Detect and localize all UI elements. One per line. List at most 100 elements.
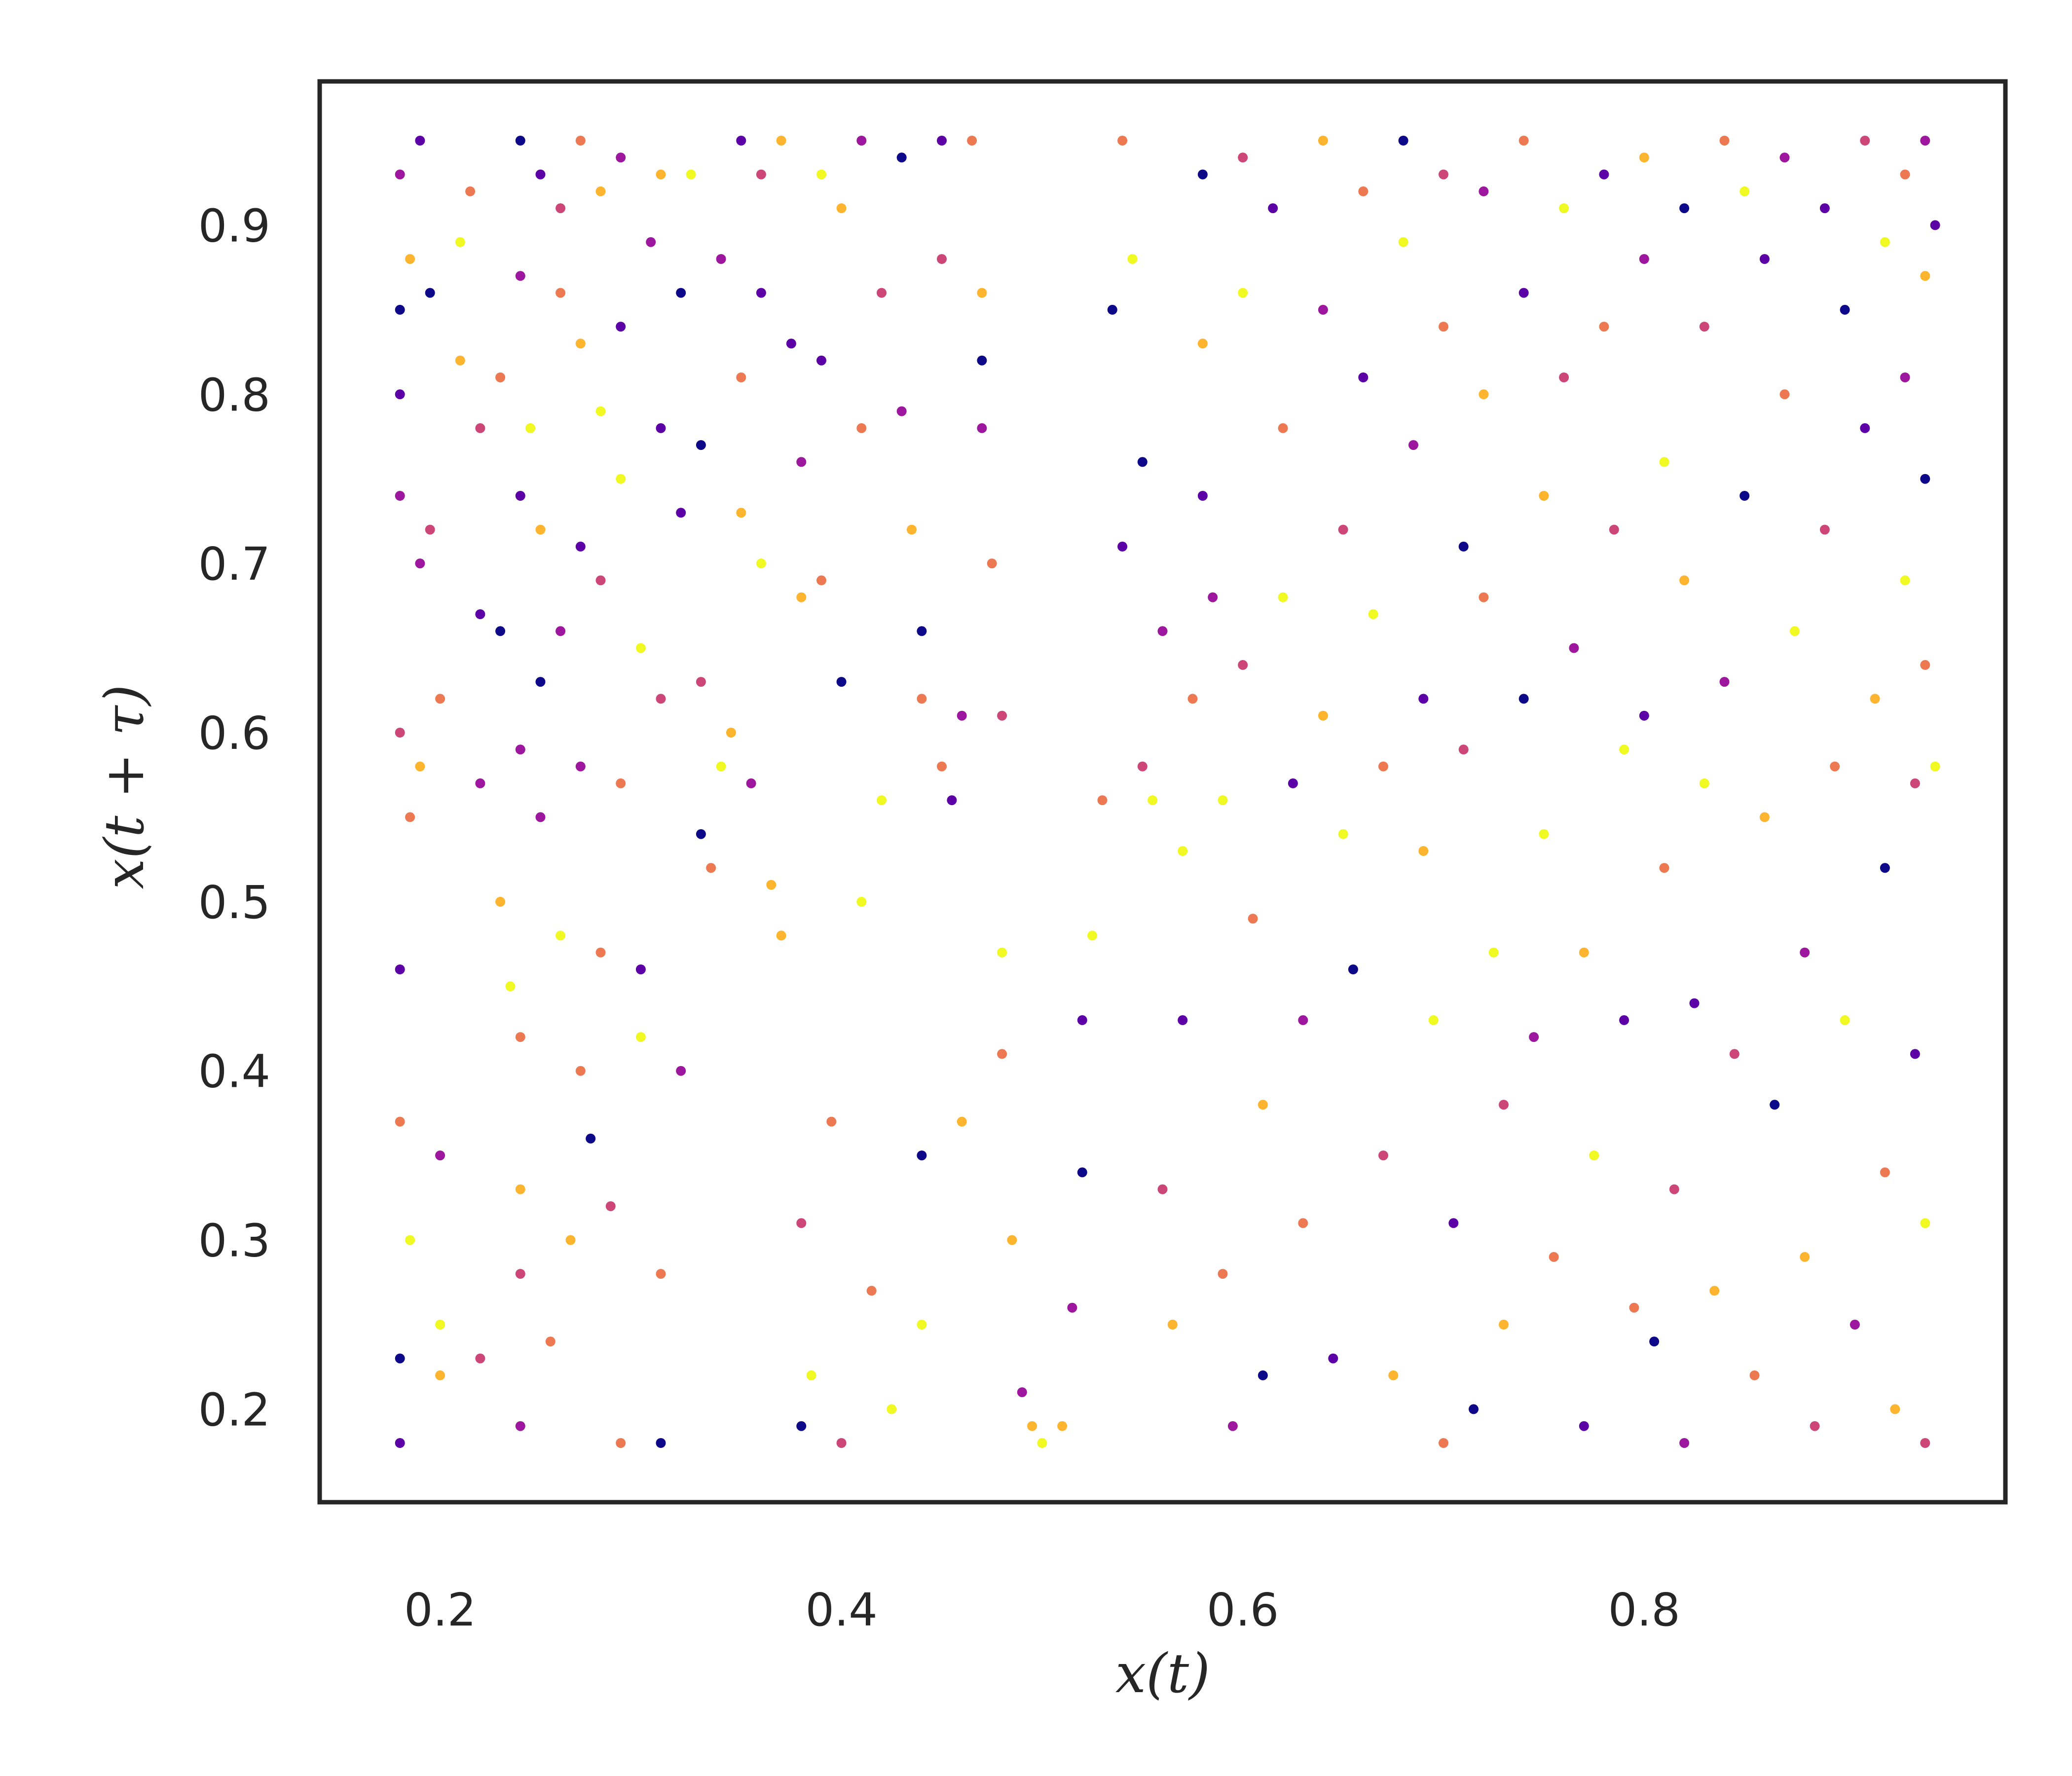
scatter-point <box>1930 761 1940 772</box>
scatter-point <box>595 947 606 958</box>
scatter-point <box>1157 626 1168 636</box>
scatter-point <box>1779 389 1790 400</box>
scatter-point <box>1860 136 1870 146</box>
scatter-point <box>1639 710 1649 721</box>
scatter-point <box>957 1116 967 1127</box>
scatter-point <box>776 136 786 146</box>
scatter-point <box>1458 541 1469 552</box>
scatter-point <box>1870 694 1880 704</box>
scatter-point <box>525 423 536 433</box>
scatter-point <box>1689 998 1700 1008</box>
scatter-point <box>1278 423 1288 433</box>
scatter-point <box>435 1320 445 1330</box>
scatter-point <box>1027 1421 1037 1431</box>
scatter-point <box>1298 1218 1308 1228</box>
x-tick-label: 0.8 <box>1608 1584 1680 1636</box>
scatter-point <box>836 677 847 687</box>
scatter-point <box>1268 203 1278 214</box>
x-tick-label: 0.6 <box>1207 1584 1279 1636</box>
scatter-point <box>696 829 706 839</box>
scatter-point <box>1819 203 1830 214</box>
scatter-point <box>1157 1184 1168 1194</box>
scatter-point <box>435 694 445 704</box>
scatter-point <box>1418 694 1429 704</box>
scatter-point <box>856 896 867 907</box>
scatter-point <box>656 694 666 704</box>
scatter-point <box>1679 203 1690 214</box>
scatter-point <box>937 254 947 264</box>
scatter-point <box>1619 1015 1629 1025</box>
scatter-point <box>1178 1015 1188 1025</box>
scatter-point <box>616 778 626 788</box>
scatter-point <box>1900 169 1910 180</box>
scatter-point <box>475 1353 485 1364</box>
scatter-point <box>706 863 716 873</box>
scatter-point <box>977 288 987 298</box>
scatter-point <box>1559 372 1569 382</box>
scatter-point <box>967 136 977 146</box>
scatter-point <box>1800 947 1810 958</box>
scatter-point <box>917 694 927 704</box>
scatter-point <box>1117 541 1128 552</box>
scatter-point <box>1719 136 1730 146</box>
scatter-point <box>1238 288 1248 298</box>
scatter-point <box>1559 203 1569 214</box>
scatter-point <box>1388 1370 1399 1380</box>
scatter-point <box>1800 1252 1810 1262</box>
y-tick-label: 0.7 <box>198 538 270 591</box>
scatter-point <box>1518 694 1529 704</box>
scatter-point <box>1488 947 1499 958</box>
scatter-point <box>1719 677 1730 687</box>
scatter-point <box>425 288 435 298</box>
scatter-point <box>756 288 766 298</box>
scatter-point <box>1418 846 1429 856</box>
scatter-point <box>1589 1150 1599 1161</box>
scatter-point <box>877 795 887 806</box>
scatter-point <box>776 930 786 941</box>
scatter-point <box>1659 863 1669 873</box>
scatter-point <box>1920 660 1930 670</box>
scatter-point <box>535 524 546 535</box>
scatter-point <box>425 524 435 535</box>
scatter-point <box>997 947 1007 958</box>
scatter-point <box>1197 169 1208 180</box>
scatter-point <box>1890 1404 1900 1414</box>
scatter-point <box>535 169 546 180</box>
scatter-point <box>435 1150 445 1161</box>
scatter-point <box>535 677 546 687</box>
scatter-point <box>1298 1015 1308 1025</box>
scatter-point <box>1579 947 1589 958</box>
scatter-point <box>1187 694 1198 704</box>
scatter-point <box>806 1370 816 1380</box>
scatter-point <box>1619 744 1629 755</box>
scatter-point <box>605 1201 616 1211</box>
scatter-point <box>726 728 736 738</box>
scatter-point <box>616 152 626 163</box>
scatter-point <box>816 169 826 180</box>
scatter-point <box>575 1066 586 1076</box>
scatter-point <box>515 1032 525 1042</box>
scatter-point <box>1810 1421 1820 1431</box>
scatter-point <box>676 1066 686 1076</box>
scatter-point <box>495 626 506 636</box>
scatter-point <box>595 186 606 196</box>
scatter-point <box>987 558 997 569</box>
scatter-point <box>736 372 746 382</box>
scatter-point <box>1569 643 1579 653</box>
scatter-point <box>395 491 405 501</box>
scatter-point <box>856 423 867 433</box>
scatter-point <box>736 136 746 146</box>
scatter-point <box>656 169 666 180</box>
scatter-point <box>1518 136 1529 146</box>
scatter-point <box>796 457 807 467</box>
scatter-point <box>866 1286 877 1296</box>
scatter-point <box>1338 524 1348 535</box>
scatter-point <box>555 288 566 298</box>
y-axis-label: x(t + τ) <box>93 684 156 889</box>
scatter-point <box>586 1133 596 1144</box>
scatter-point <box>1208 592 1218 602</box>
scatter-point <box>1368 609 1378 619</box>
scatter-point <box>696 677 706 687</box>
y-tick-label: 0.9 <box>198 199 270 252</box>
